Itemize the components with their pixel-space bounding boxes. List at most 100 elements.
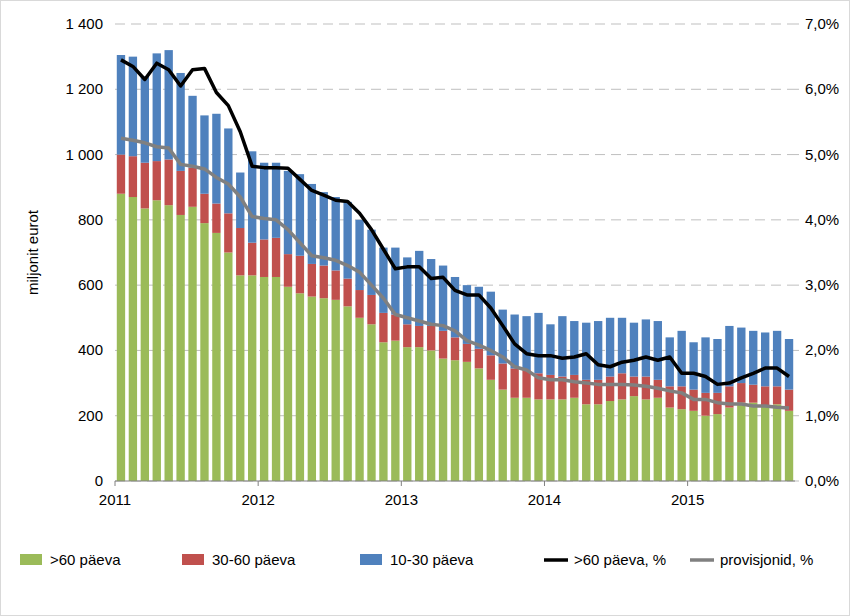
- y2-tick: [795, 285, 799, 286]
- bar: [725, 326, 733, 386]
- bar: [546, 324, 554, 375]
- y-tick-label: 200: [78, 407, 103, 424]
- bar: [522, 370, 530, 398]
- bar: [308, 264, 316, 297]
- legend-swatch: [182, 554, 204, 565]
- bar: [355, 290, 363, 318]
- bar: [248, 275, 256, 481]
- bar: [141, 163, 149, 209]
- bar: [475, 349, 483, 369]
- bar: [176, 215, 184, 481]
- bar: [272, 163, 280, 238]
- bar: [284, 171, 292, 254]
- bar: [487, 355, 495, 379]
- bar: [463, 362, 471, 481]
- bar: [427, 326, 435, 350]
- bar: [773, 404, 781, 481]
- bar: [391, 341, 399, 481]
- bar: [701, 393, 709, 416]
- bar: [654, 398, 662, 481]
- x-tick: [258, 481, 259, 486]
- bar: [391, 315, 399, 341]
- bar: [129, 156, 137, 197]
- legend-label: provisjonid, %: [720, 551, 813, 568]
- bar: [224, 253, 232, 482]
- line: [121, 60, 789, 384]
- bar: [200, 194, 208, 223]
- bar: [141, 76, 149, 163]
- bar: [701, 337, 709, 392]
- bar: [618, 373, 626, 399]
- bar: [272, 277, 280, 481]
- bar: [129, 197, 137, 481]
- legend-label: 30-60 päeva: [212, 551, 296, 568]
- bar: [403, 324, 411, 347]
- bar: [284, 287, 292, 481]
- bar: [153, 161, 161, 200]
- bar: [200, 223, 208, 481]
- bar: [570, 321, 578, 375]
- bar: [141, 208, 149, 481]
- bar: [630, 396, 638, 481]
- bar: [737, 328, 745, 383]
- y2-tick: [795, 219, 799, 220]
- bar: [534, 313, 542, 373]
- y2-tick: [795, 415, 799, 416]
- bar: [176, 171, 184, 215]
- y-tick-label: 1 000: [65, 146, 103, 163]
- bar: [737, 383, 745, 403]
- bar: [272, 238, 280, 277]
- bar: [749, 331, 757, 385]
- grid-line: [115, 24, 795, 25]
- bar: [451, 337, 459, 360]
- bar: [689, 342, 697, 389]
- legend-label: >60 päeva, %: [574, 551, 666, 568]
- legend-swatch: [20, 554, 42, 565]
- y2-tick: [795, 24, 799, 25]
- bar: [630, 323, 638, 377]
- y2-tick-label: 2,0%: [805, 341, 839, 358]
- bar: [308, 297, 316, 481]
- bar: [666, 408, 674, 481]
- bar: [332, 270, 340, 299]
- bar: [343, 279, 351, 307]
- bar: [546, 399, 554, 481]
- x-tick: [401, 481, 402, 486]
- bar: [165, 159, 173, 205]
- bar: [343, 306, 351, 481]
- bar: [117, 194, 125, 481]
- bar: [212, 233, 220, 481]
- bar: [427, 259, 435, 326]
- bar: [415, 347, 423, 481]
- bar: [499, 363, 507, 389]
- bar: [701, 416, 709, 481]
- line: [121, 138, 789, 408]
- bar: [355, 220, 363, 290]
- bar: [487, 292, 495, 356]
- bar: [689, 411, 697, 481]
- y-axis-label: miljonit eurot: [24, 209, 41, 295]
- bar: [439, 331, 447, 359]
- bar: [642, 399, 650, 481]
- bar: [534, 399, 542, 481]
- bar: [677, 386, 685, 409]
- bar: [749, 403, 757, 481]
- legend-label: >60 päeva: [50, 551, 121, 568]
- bar: [749, 385, 757, 403]
- legend-label: 10-30 päeva: [390, 551, 474, 568]
- bar: [427, 350, 435, 481]
- y-tick-label: 400: [78, 341, 103, 358]
- bar: [332, 300, 340, 481]
- bar: [212, 114, 220, 204]
- x-tick-label: 2012: [241, 491, 274, 508]
- legend-swatch: [544, 558, 568, 562]
- bar: [379, 342, 387, 481]
- x-tick-label: 2015: [671, 491, 704, 508]
- bar: [499, 390, 507, 481]
- marks: [117, 50, 793, 481]
- bar: [606, 401, 614, 481]
- legend-swatch: [360, 554, 382, 565]
- bar: [642, 319, 650, 376]
- y2-tick: [795, 154, 799, 155]
- bar: [654, 321, 662, 380]
